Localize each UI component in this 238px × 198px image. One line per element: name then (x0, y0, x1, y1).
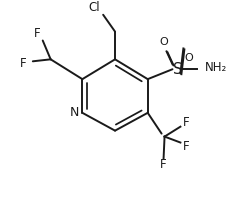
Text: F: F (183, 116, 190, 129)
Text: Cl: Cl (89, 1, 100, 14)
Text: F: F (34, 27, 40, 40)
Text: F: F (183, 140, 190, 153)
Text: O: O (159, 37, 168, 48)
Text: F: F (20, 57, 26, 70)
Text: N: N (70, 106, 79, 119)
Text: NH₂: NH₂ (205, 61, 228, 74)
Text: S: S (173, 62, 182, 77)
Text: O: O (184, 53, 193, 63)
Text: F: F (160, 158, 167, 171)
